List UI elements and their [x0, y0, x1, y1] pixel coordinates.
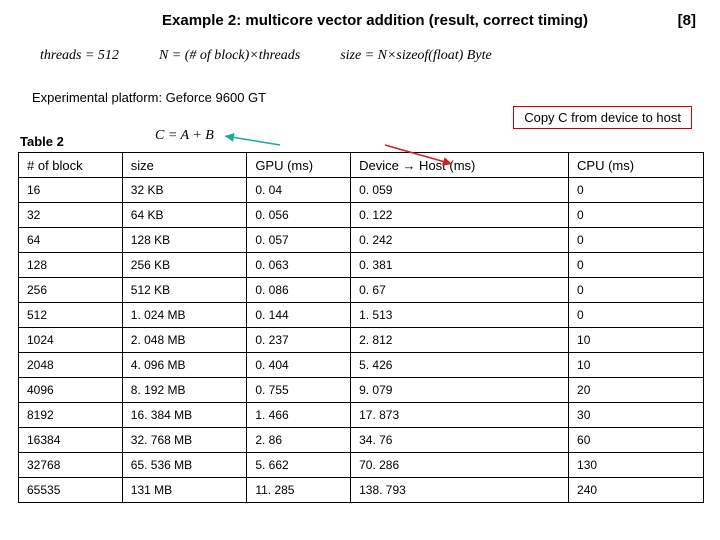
table-cell: 20	[569, 378, 704, 403]
table-cell: 0. 67	[351, 278, 569, 303]
table-cell: 131 MB	[122, 478, 247, 503]
table-cell: 34. 76	[351, 428, 569, 453]
table-cell: 11. 285	[247, 478, 351, 503]
table-cell: 256 KB	[122, 253, 247, 278]
table-cell: 65. 536 MB	[122, 453, 247, 478]
table-cell: 0	[569, 278, 704, 303]
table-cell: 10	[569, 328, 704, 353]
table-cell: 1. 513	[351, 303, 569, 328]
table-cell: 2. 86	[247, 428, 351, 453]
table-cell: 0. 063	[247, 253, 351, 278]
table-cell: 130	[569, 453, 704, 478]
table-cell: 0. 057	[247, 228, 351, 253]
table-cell: 17. 873	[351, 403, 569, 428]
table-row: 64128 KB0. 0570. 2420	[19, 228, 704, 253]
table-cell: 0. 056	[247, 203, 351, 228]
table-cell: 16. 384 MB	[122, 403, 247, 428]
table-cell: 1024	[19, 328, 123, 353]
formula-threads: threads = 512	[40, 48, 119, 64]
table-header-row: # of block size GPU (ms) Device → Host (…	[19, 153, 704, 178]
table-cell: 4. 096 MB	[122, 353, 247, 378]
slide-number: [8]	[678, 12, 696, 29]
table-cell: 5. 426	[351, 353, 569, 378]
arrow-teal	[225, 136, 280, 145]
table-cell: 8. 192 MB	[122, 378, 247, 403]
table-cell: 1. 024 MB	[122, 303, 247, 328]
table-cell: 0. 086	[247, 278, 351, 303]
table-cell: 2. 048 MB	[122, 328, 247, 353]
table-cell: 70. 286	[351, 453, 569, 478]
table-cell: 64 KB	[122, 203, 247, 228]
table-cell: 9. 079	[351, 378, 569, 403]
table-cell: 0. 237	[247, 328, 351, 353]
formula-cab: C = A + B	[155, 128, 214, 144]
table-row: 256512 KB0. 0860. 670	[19, 278, 704, 303]
table-cell: 1. 466	[247, 403, 351, 428]
col-header: # of block	[19, 153, 123, 178]
table-cell: 0	[569, 303, 704, 328]
table-row: 10242. 048 MB0. 2372. 81210	[19, 328, 704, 353]
table-cell: 32. 768 MB	[122, 428, 247, 453]
table-cell: 2. 812	[351, 328, 569, 353]
table-row: 3264 KB0. 0560. 1220	[19, 203, 704, 228]
table-row: 5121. 024 MB0. 1441. 5130	[19, 303, 704, 328]
table-cell: 128	[19, 253, 123, 278]
table-row: 40968. 192 MB0. 7559. 07920	[19, 378, 704, 403]
table-cell: 0	[569, 203, 704, 228]
table-cell: 0. 04	[247, 178, 351, 203]
col-header: Device → Host (ms)	[351, 153, 569, 178]
slide-title: Example 2: multicore vector addition (re…	[0, 0, 720, 29]
table-cell: 0. 059	[351, 178, 569, 203]
table-cell: 0. 755	[247, 378, 351, 403]
callout-box: Copy C from device to host	[513, 106, 692, 129]
table-cell: 0. 144	[247, 303, 351, 328]
table-cell: 0	[569, 178, 704, 203]
table-cell: 0	[569, 228, 704, 253]
table-cell: 64	[19, 228, 123, 253]
table-cell: 32	[19, 203, 123, 228]
table-cell: 60	[569, 428, 704, 453]
table-label: Table 2	[20, 134, 64, 149]
table-cell: 5. 662	[247, 453, 351, 478]
table-cell: 32768	[19, 453, 123, 478]
table-cell: 8192	[19, 403, 123, 428]
table-cell: 0. 122	[351, 203, 569, 228]
table-cell: 2048	[19, 353, 123, 378]
table-cell: 0	[569, 253, 704, 278]
table-cell: 256	[19, 278, 123, 303]
table-cell: 512	[19, 303, 123, 328]
table-cell: 240	[569, 478, 704, 503]
table-cell: 16	[19, 178, 123, 203]
table-cell: 0. 381	[351, 253, 569, 278]
table-cell: 32 KB	[122, 178, 247, 203]
table-cell: 10	[569, 353, 704, 378]
data-table: # of block size GPU (ms) Device → Host (…	[18, 152, 704, 503]
formula-n: N = (# of block)×threads	[159, 48, 300, 64]
table-row: 128256 KB0. 0630. 3810	[19, 253, 704, 278]
table-cell: 138. 793	[351, 478, 569, 503]
table-row: 819216. 384 MB1. 46617. 87330	[19, 403, 704, 428]
table-row: 20484. 096 MB0. 4045. 42610	[19, 353, 704, 378]
platform-text: Experimental platform: Geforce 9600 GT	[32, 90, 266, 105]
table-cell: 30	[569, 403, 704, 428]
table-row: 1632 KB0. 040. 0590	[19, 178, 704, 203]
table-cell: 16384	[19, 428, 123, 453]
table-cell: 65535	[19, 478, 123, 503]
formula-size: size = N×sizeof(float) Byte	[340, 48, 491, 64]
table-row: 3276865. 536 MB5. 66270. 286130	[19, 453, 704, 478]
table-cell: 0. 404	[247, 353, 351, 378]
table-cell: 4096	[19, 378, 123, 403]
table-cell: 128 KB	[122, 228, 247, 253]
col-header: CPU (ms)	[569, 153, 704, 178]
table-row: 1638432. 768 MB2. 8634. 7660	[19, 428, 704, 453]
col-header: size	[122, 153, 247, 178]
table-cell: 512 KB	[122, 278, 247, 303]
table-row: 65535131 MB11. 285138. 793240	[19, 478, 704, 503]
col-header: GPU (ms)	[247, 153, 351, 178]
table-cell: 0. 242	[351, 228, 569, 253]
formula-row: threads = 512 N = (# of block)×threads s…	[40, 48, 492, 64]
